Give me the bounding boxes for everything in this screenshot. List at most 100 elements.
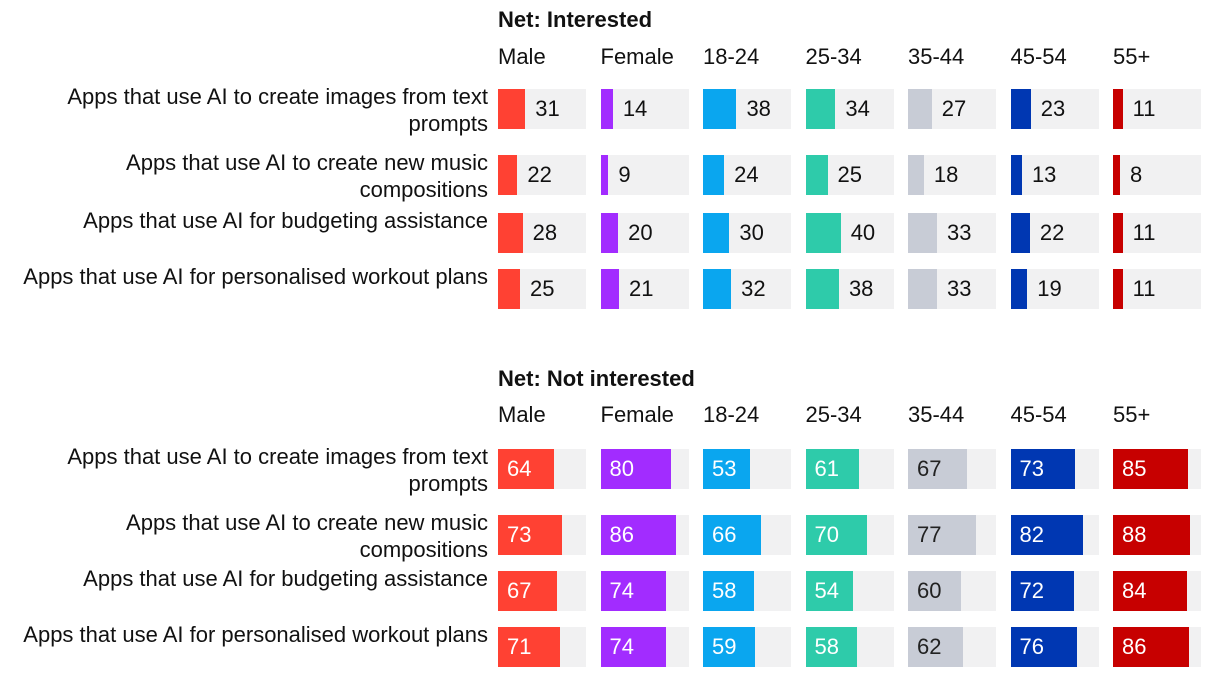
- value-label: 86: [1122, 634, 1147, 659]
- bar-interested: [703, 269, 732, 309]
- value-label: 21: [628, 276, 654, 301]
- bar-interested: [805, 155, 828, 195]
- bar-interested: [600, 213, 619, 253]
- value-label: 33: [947, 220, 972, 245]
- value-label: 60: [917, 578, 942, 603]
- column-header: 35-44: [908, 402, 965, 427]
- value-label: 30: [739, 220, 764, 245]
- bar-interested: [1113, 155, 1121, 195]
- bar-not-interested: [1113, 515, 1191, 555]
- bar-not-interested: [1010, 571, 1074, 611]
- column-header: 25-34: [805, 44, 862, 69]
- value-label: 59: [712, 634, 737, 659]
- value-label: 19: [1037, 276, 1062, 301]
- bar-interested: [908, 155, 924, 195]
- value-label: 18: [933, 162, 959, 187]
- bar-interested: [498, 213, 523, 253]
- bar-not-interested: [1010, 449, 1075, 489]
- value-label: 77: [917, 522, 942, 547]
- value-label: 22: [1039, 220, 1065, 245]
- bar-interested: [703, 213, 730, 253]
- bar-not-interested: [498, 515, 563, 555]
- value-label: 34: [845, 96, 870, 121]
- cell-background: [1113, 269, 1201, 309]
- value-label: 14: [622, 96, 648, 121]
- bar-not-interested: [1010, 515, 1083, 555]
- value-label: 32: [741, 276, 766, 301]
- value-label: 67: [917, 456, 942, 481]
- bar-interested: [1113, 269, 1123, 309]
- value-label: 25: [530, 276, 555, 301]
- value-label: 70: [814, 522, 839, 547]
- value-label: 22: [527, 162, 552, 187]
- value-label: 64: [507, 456, 532, 481]
- row-label: Apps that use AI to create images from t…: [67, 84, 488, 136]
- bar-not-interested: [703, 627, 755, 667]
- cell-background: [600, 155, 689, 195]
- bar-interested: [805, 269, 839, 309]
- value-label: 74: [609, 634, 634, 659]
- value-label: 40: [850, 220, 876, 245]
- bar-not-interested: [908, 449, 967, 489]
- bar-interested: [703, 89, 737, 129]
- row-label: Apps that use AI for budgeting assistanc…: [83, 566, 488, 591]
- column-header: Female: [600, 44, 674, 69]
- bar-not-interested: [703, 571, 755, 611]
- cell-background: [1113, 155, 1201, 195]
- value-label: 20: [628, 220, 653, 245]
- value-label: 73: [1019, 456, 1044, 481]
- value-label: 62: [917, 634, 942, 659]
- value-label: 72: [1019, 578, 1044, 603]
- value-label: 53: [712, 456, 737, 481]
- bar-not-interested: [908, 515, 976, 555]
- bar-interested: [1113, 213, 1123, 253]
- value-label: 88: [1122, 522, 1147, 547]
- value-label: 25: [837, 162, 862, 187]
- value-label: 66: [712, 522, 737, 547]
- column-header: 45-54: [1010, 44, 1067, 69]
- section-title-not-interested: Net: Not interested: [498, 366, 695, 391]
- bar-interested: [1010, 269, 1028, 309]
- value-label: 61: [814, 456, 839, 481]
- bar-interested: [498, 155, 518, 195]
- bar-not-interested: [908, 571, 961, 611]
- cell-background: [1113, 213, 1201, 253]
- value-label: 58: [814, 634, 839, 659]
- bar-interested: [600, 89, 613, 129]
- value-label: 82: [1019, 522, 1044, 547]
- bar-interested: [1010, 155, 1022, 195]
- value-label: 84: [1122, 578, 1147, 603]
- bar-interested: [498, 269, 520, 309]
- cell-background: [1010, 155, 1099, 195]
- bar-interested: [805, 89, 836, 129]
- row-label: Apps that use AI for budgeting assistanc…: [83, 208, 488, 233]
- column-header: 25-34: [805, 402, 862, 427]
- bar-interested: [600, 155, 609, 195]
- bar-not-interested: [600, 449, 671, 489]
- value-label: 85: [1122, 456, 1147, 481]
- column-header: 18-24: [703, 402, 760, 427]
- value-label: 11: [1132, 96, 1156, 121]
- bar-not-interested: [805, 515, 868, 555]
- bar-interested: [908, 269, 938, 309]
- bar-not-interested: [1113, 449, 1188, 489]
- bar-not-interested: [805, 571, 854, 611]
- value-label: 86: [609, 522, 634, 547]
- column-header: Male: [498, 44, 546, 69]
- bar-not-interested: [498, 627, 561, 667]
- row-label: Apps that use AI to create new music com…: [126, 510, 488, 562]
- column-header: Male: [498, 402, 546, 427]
- value-label: 24: [734, 162, 759, 187]
- bar-not-interested: [1010, 627, 1078, 667]
- bar-not-interested: [805, 627, 857, 667]
- value-label: 27: [941, 96, 967, 121]
- value-label: 31: [535, 96, 560, 121]
- cell-background: [1113, 89, 1201, 129]
- bar-not-interested: [1113, 627, 1189, 667]
- value-label: 23: [1040, 96, 1066, 121]
- row-label: Apps that use AI for personalised workou…: [23, 622, 488, 647]
- value-label: 58: [712, 578, 737, 603]
- value-label: 33: [947, 276, 972, 301]
- value-label: 80: [609, 456, 634, 481]
